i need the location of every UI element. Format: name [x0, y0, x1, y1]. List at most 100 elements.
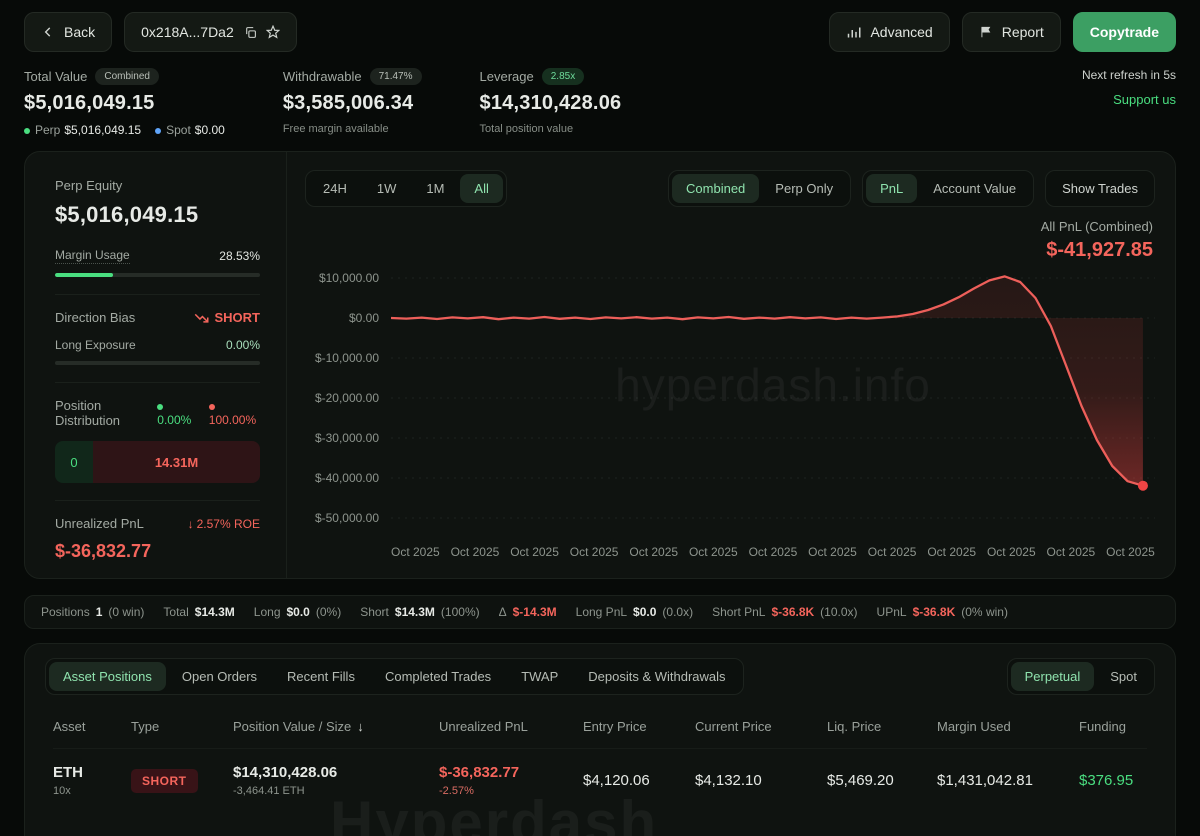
- star-icon[interactable]: [265, 25, 280, 39]
- margin-usage-fill: [55, 273, 114, 277]
- mode-tab-perp-only[interactable]: Perp Only: [775, 181, 834, 196]
- divider: [55, 500, 260, 501]
- total-value-amount: $5,016,049.15: [24, 92, 155, 114]
- table-row[interactable]: ETH 10x SHORT $14,310,428.06 -3,464.41 E…: [53, 748, 1147, 812]
- tab-completed-trades[interactable]: Completed Trades: [384, 669, 492, 684]
- x-tick-label: Oct 2025: [629, 545, 679, 559]
- wallet-address: 0x218A...7Da2: [141, 24, 234, 40]
- dist-long-pct: 0.00%: [157, 413, 192, 427]
- header-asset[interactable]: Asset: [53, 719, 86, 734]
- range-tab-1w[interactable]: 1W: [376, 181, 397, 196]
- x-tick-label: Oct 2025: [927, 545, 977, 559]
- copy-icon[interactable]: [244, 25, 257, 39]
- y-tick-label: $-30,000.00: [314, 431, 379, 445]
- mode-tab-combined[interactable]: Combined: [672, 174, 760, 203]
- divider: [55, 382, 260, 383]
- withdrawable-badge: 71.47%: [369, 68, 422, 85]
- position-size: -3,464.41 ETH: [233, 785, 305, 797]
- perp-label: Perp: [35, 123, 61, 137]
- tab-recent-fills[interactable]: Recent Fills: [287, 669, 355, 684]
- direction-bias-label: Direction Bias: [55, 310, 136, 325]
- pnl-chart-section: 24H 1W 1M All Combined Perp Only PnL Acc…: [287, 152, 1175, 578]
- range-tab-1m[interactable]: 1M: [426, 181, 445, 196]
- chart-x-axis: Oct 2025 Oct 2025 Oct 2025 Oct 2025 Oct 2025…: [391, 545, 1155, 559]
- asset-cell: ETH 10x: [53, 764, 131, 797]
- short-badge: SHORT: [131, 768, 198, 793]
- advanced-button[interactable]: Advanced: [829, 12, 950, 52]
- y-tick-label: $-10,000.00: [314, 351, 379, 365]
- x-tick-label: Oct 2025: [688, 545, 738, 559]
- tab-open-orders[interactable]: Open Orders: [181, 669, 258, 684]
- unrealized-pnl-cell: $-36,832.77 -2.57%: [439, 764, 583, 797]
- positions-tab-group: Asset Positions Open Orders Recent Fills…: [45, 658, 744, 695]
- x-tick-label: Oct 2025: [391, 545, 440, 559]
- summary-upnl: UPnL $-36.8K (0% win): [876, 605, 1008, 619]
- view-tab-pnl[interactable]: PnL: [866, 174, 918, 203]
- unrealized-pnl-label: Unrealized PnL: [55, 516, 144, 531]
- liq-price-cell: $5,469.20: [827, 772, 894, 789]
- report-button[interactable]: Report: [961, 12, 1061, 52]
- view-tab-account-value[interactable]: Account Value: [933, 181, 1017, 196]
- flag-icon: [979, 25, 993, 39]
- perp-equity-value: $5,016,049.15: [55, 202, 199, 227]
- direction-bias-value: SHORT: [214, 310, 261, 325]
- all-pnl-value: $-41,927.85: [1046, 239, 1153, 261]
- leverage-stat: Leverage 2.85x $14,310,428.06 Total posi…: [480, 68, 622, 135]
- tab-asset-positions[interactable]: Asset Positions: [49, 662, 166, 691]
- back-button[interactable]: Back: [24, 12, 113, 52]
- header-margin-used[interactable]: Margin Used: [937, 719, 1011, 734]
- long-dot-icon: [157, 404, 164, 410]
- header-unrealized-pnl[interactable]: Unrealized PnL: [439, 719, 528, 734]
- perp-dot-icon: [24, 128, 30, 134]
- range-tab-all[interactable]: All: [460, 174, 503, 203]
- leverage-label: Leverage: [479, 69, 534, 84]
- position-value-cell: $14,310,428.06 -3,464.41 ETH: [233, 764, 439, 797]
- tab-spot[interactable]: Spot: [1110, 669, 1137, 684]
- pnl-area-chart: [391, 266, 1155, 536]
- long-exposure-label: Long Exposure: [55, 338, 136, 352]
- header-entry-price[interactable]: Entry Price: [583, 719, 647, 734]
- tab-twap[interactable]: TWAP: [521, 669, 559, 684]
- tab-perpetual[interactable]: Perpetual: [1010, 662, 1095, 691]
- range-tab-24h[interactable]: 24H: [323, 181, 347, 196]
- dist-bar-long-segment: 0: [55, 441, 93, 483]
- x-tick-label: Oct 2025: [450, 545, 500, 559]
- show-trades-button[interactable]: Show Trades: [1045, 170, 1155, 207]
- advanced-label: Advanced: [870, 24, 933, 40]
- support-us-link[interactable]: Support us: [1113, 92, 1176, 107]
- long-exposure-bar: [55, 361, 260, 365]
- header-type[interactable]: Type: [131, 719, 160, 734]
- funding-cell: $376.95: [1079, 772, 1134, 789]
- position-distribution-label: Position Distribution: [55, 398, 121, 428]
- tab-deposits-withdrawals[interactable]: Deposits & Withdrawals: [588, 669, 726, 684]
- header-position-value[interactable]: Position Value / Size ↓: [233, 719, 364, 734]
- market-tab-group: Perpetual Spot: [1006, 658, 1155, 695]
- leverage-badge: 2.85x: [541, 68, 585, 85]
- withdrawable-stat: Withdrawable 71.47% $3,585,006.34 Free m…: [283, 68, 422, 135]
- position-distribution-bar: 0 14.31M: [55, 441, 260, 483]
- spot-label: Spot: [166, 123, 191, 137]
- summary-delta: Δ $-14.3M: [498, 605, 557, 619]
- perp-value: $5,016,049.15: [64, 123, 142, 137]
- account-stats-row: Total Value Combined $5,016,049.15 Perp $…: [0, 60, 1200, 141]
- header-liq-price[interactable]: Liq. Price: [827, 719, 882, 734]
- trending-down-icon: [194, 310, 209, 325]
- withdrawable-label: Withdrawable: [282, 69, 362, 84]
- x-tick-label: Oct 2025: [510, 545, 559, 559]
- leverage-subtext: Total position value: [479, 123, 574, 135]
- chevron-left-icon: [41, 25, 55, 39]
- header-current-price[interactable]: Current Price: [695, 719, 772, 734]
- pnl-chart-plot[interactable]: hyperdash.info: [391, 266, 1155, 536]
- header-funding[interactable]: Funding: [1079, 719, 1126, 734]
- perp-equity-label: Perp Equity: [55, 178, 123, 193]
- copytrade-button[interactable]: Copytrade: [1072, 12, 1176, 52]
- topbar: Back 0x218A...7Da2 Advanced Report Copy: [0, 0, 1200, 60]
- x-tick-label: Oct 2025: [1046, 545, 1096, 559]
- wallet-address-pill[interactable]: 0x218A...7Da2: [124, 12, 297, 52]
- margin-usage-label: Margin Usage: [55, 248, 130, 264]
- asset-leverage: 10x: [53, 785, 71, 797]
- positions-card: Asset Positions Open Orders Recent Fills…: [24, 643, 1176, 836]
- spot-dot-icon: [155, 128, 162, 134]
- entry-price-cell: $4,120.06: [583, 772, 650, 789]
- y-tick-label: $-40,000.00: [314, 471, 379, 485]
